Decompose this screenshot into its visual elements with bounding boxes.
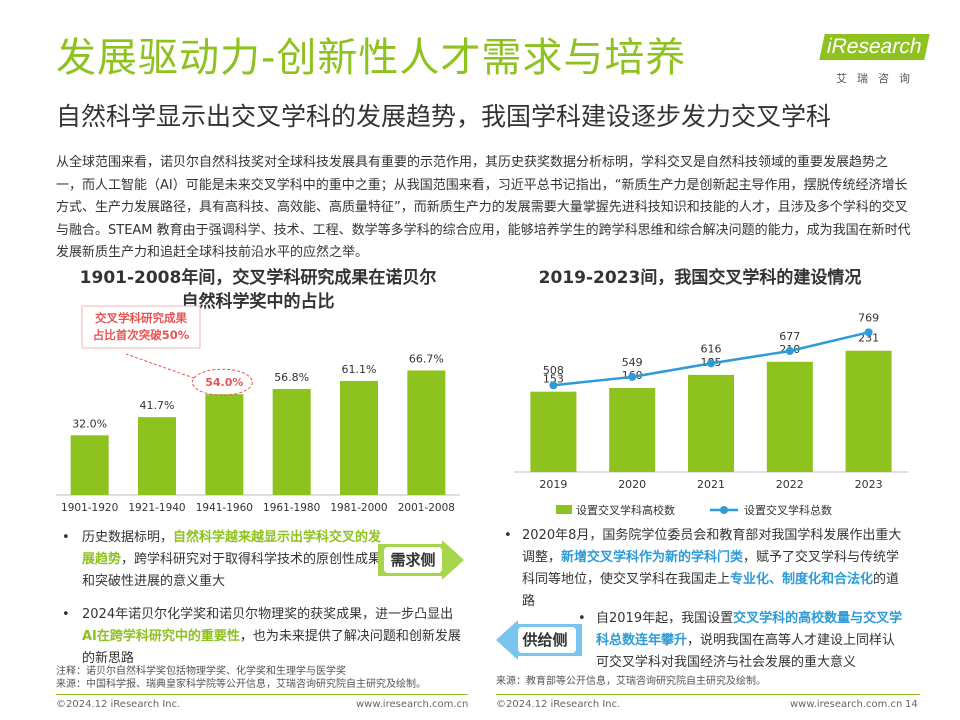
line-point: [864, 328, 873, 337]
iresearch-logo: iResearch 艾瑞咨询: [819, 28, 930, 88]
footer-url-right[interactable]: www.iresearch.com.cn: [790, 699, 903, 710]
x-tick-label: 2020: [618, 478, 646, 491]
x-tick-label: 2019: [539, 478, 567, 491]
bar: [609, 388, 656, 472]
bar-value-label: 56.8%: [274, 371, 309, 384]
line-point: [549, 381, 558, 390]
bullet-dot: •: [62, 530, 70, 545]
demand-arrow-shape: [378, 540, 464, 580]
bar: [845, 350, 892, 472]
supply-arrow-shape: [496, 620, 582, 660]
bar-value-label: 32.0%: [72, 417, 107, 430]
x-tick-label: 1961-1980: [263, 502, 320, 514]
right-b1-pre: 2020年8月，国务院学位委员会和教育部对我国学科发展作出重大调整，: [522, 528, 902, 565]
right-b1-post: 的道路: [522, 572, 900, 609]
footer-copyright-right: ©2024.12 iResearch Inc.: [496, 699, 621, 710]
bar-value-label: 41.7%: [140, 399, 175, 412]
bar: [407, 370, 446, 495]
right-bullet-2: • 自2019年起，我国设置交叉学科的高校数量与交叉学科总数连年攀升，说明我国在…: [578, 608, 904, 674]
left-b1-highlight: 自然科学越来越显示出学科交叉的发展趋势: [82, 530, 382, 567]
left-bullet-2: • 2024年诺贝尔化学奖和诺贝尔物理奖的获奖成果，进一步凸显出 AI在跨学科研究…: [62, 604, 462, 670]
right-b2-highlight: 交叉学科的高校数量与交叉学科总数连年攀升: [596, 611, 903, 648]
bar-value-label: 66.7%: [409, 352, 444, 365]
bar: [340, 380, 378, 495]
legend-bar-swatch: [556, 505, 572, 514]
intro-paragraph: 从全球范围来看，诺贝尔自然科技奖对全球科技发展具有重要的示范作用，其历史获奖数据…: [56, 155, 911, 261]
x-tick-label: 2023: [855, 478, 883, 491]
left-b2-post: ，也为未来提供了解决问题和创新发展的新思路: [82, 629, 461, 666]
highlight-ellipse: [191, 368, 253, 396]
line-value-label: 616: [701, 342, 722, 355]
x-tick-label: 1981-2000: [330, 502, 387, 514]
line-point: [785, 346, 794, 355]
right-bullet-list: • 2020年8月，国务院学位委员会和教育部对我国学科发展作出重大调整，新增交叉…: [504, 525, 904, 613]
bar: [138, 417, 176, 495]
x-tick-label: 2022: [776, 478, 804, 491]
bullet-dot: •: [504, 528, 512, 543]
logo-cn: 艾瑞咨询: [836, 72, 920, 85]
line-point: [628, 372, 637, 381]
right-bullet-2-wrap: • 自2019年起，我国设置交叉学科的高校数量与交叉学科总数连年攀升，说明我国在…: [578, 608, 904, 674]
bar: [688, 374, 734, 472]
bar: [766, 361, 813, 472]
footer-url-left[interactable]: www.iresearch.com.cn: [356, 699, 469, 710]
left-bullet-1: • 历史数据标明，自然科学越来越显示出学科交叉的发展趋势，跨学科研究对于取得科学…: [62, 527, 382, 593]
right-b1-mid: ，赋予了交叉学科与传统学科同等地位，使交叉学科在我国走上: [522, 550, 900, 587]
footer-copyright-left: ©2024.12 iResearch Inc.: [56, 699, 181, 710]
bullet-dot: •: [578, 611, 586, 626]
right-b1-highlight2: 专业化、制度化和合法化: [730, 572, 874, 587]
footer-divider-left: [56, 694, 468, 695]
footer-divider-right: [496, 694, 920, 695]
bar-value-label: 153: [543, 373, 564, 386]
x-tick-label: 1921-1940: [128, 502, 185, 514]
bar: [205, 394, 244, 495]
x-tick-label: 2021: [697, 478, 725, 491]
x-tick-label: 1941-1960: [196, 502, 253, 514]
supply-side-tag: 供给侧: [522, 631, 568, 649]
x-tick-label: 2001-2008: [398, 502, 455, 514]
left-note: 注释：诺贝尔自然科学奖包括物理学奖、化学奖和生理学与医学奖: [56, 666, 346, 677]
page-subtitle: 自然科学显示出交叉学科的发展趋势，我国学科建设逐步发力交叉学科: [56, 102, 832, 131]
bar: [272, 388, 311, 495]
right-b2-post: ，说明我国在高等人才建设上同样认可交叉学科对我国经济与社会发展的重大意义: [596, 633, 896, 670]
annotation-connector: [125, 353, 195, 379]
legend-line-label: 设置交叉学科总数: [744, 503, 832, 517]
bullet-dot: •: [62, 607, 70, 622]
left-chart-title-line1: 1901-2008年间，交叉学科研究成果在诺贝尔: [79, 268, 437, 288]
page-number: 14: [905, 699, 918, 710]
legend-line-marker: [720, 506, 728, 514]
bar-value-label: 54.0%: [205, 376, 243, 389]
line-value-label: 677: [779, 330, 800, 343]
left-bullet-list: • 历史数据标明，自然科学越来越显示出学科交叉的发展趋势，跨学科研究对于取得科学…: [62, 527, 461, 670]
left-b2-highlight: AI在跨学科研究中的重要性: [82, 629, 240, 644]
line-value-label: 508: [543, 364, 564, 377]
bar-value-label: 61.1%: [342, 363, 377, 376]
right-source: 来源：教育部等公开信息，艾瑞咨询研究院自主研究及绘制。: [496, 676, 766, 687]
bar: [70, 435, 109, 495]
annotation-box: [81, 305, 201, 349]
x-tick-label: 1901-1920: [61, 502, 118, 514]
left-b1-post: ，跨学科研究对于取得科学技术的原创性成果和突破性进展的意义重大: [82, 552, 382, 589]
page-title: 发展驱动力-创新性人才需求与培养: [56, 35, 687, 81]
logo-brand: iResearch: [819, 34, 930, 60]
bar-value-label: 231: [858, 332, 879, 345]
annotation-line2: 占比首次突破50%: [93, 328, 190, 342]
left-source: 来源：中国科学报、瑞典皇家科学院等公开信息，艾瑞咨询研究院自主研究及绘制。: [56, 679, 426, 690]
left-bar-chart: 32.0% 1901-1920 41.7% 1921-1940 54.0% 1941-19…: [56, 305, 460, 514]
right-combo-chart: 1532019160202018520212102022231202350854…: [514, 311, 908, 517]
demand-side-tag: 需求侧: [390, 551, 436, 569]
line-point: [707, 359, 715, 368]
annotation-line1: 交叉学科研究成果: [95, 311, 187, 325]
left-b1-pre: 历史数据标明，: [82, 530, 174, 545]
bar: [530, 391, 577, 472]
right-bullet-1: • 2020年8月，国务院学位委员会和教育部对我国学科发展作出重大调整，新增交叉…: [504, 525, 904, 613]
right-chart-title: 2019-2023间，我国交叉学科的建设情况: [538, 268, 862, 288]
line-value-label: 769: [858, 311, 879, 324]
line-value-label: 549: [622, 356, 643, 369]
left-b2-pre: 2024年诺贝尔化学奖和诺贝尔物理奖的获奖成果，进一步凸显出: [82, 607, 454, 622]
legend-bar-label: 设置交叉学科高校数: [576, 503, 675, 517]
left-chart-title-line2: 自然科学奖中的占比: [181, 292, 335, 312]
right-b1-highlight: 新增交叉学科作为新的学科门类: [561, 550, 744, 565]
right-b2-pre: 自2019年起，我国设置: [596, 611, 734, 626]
